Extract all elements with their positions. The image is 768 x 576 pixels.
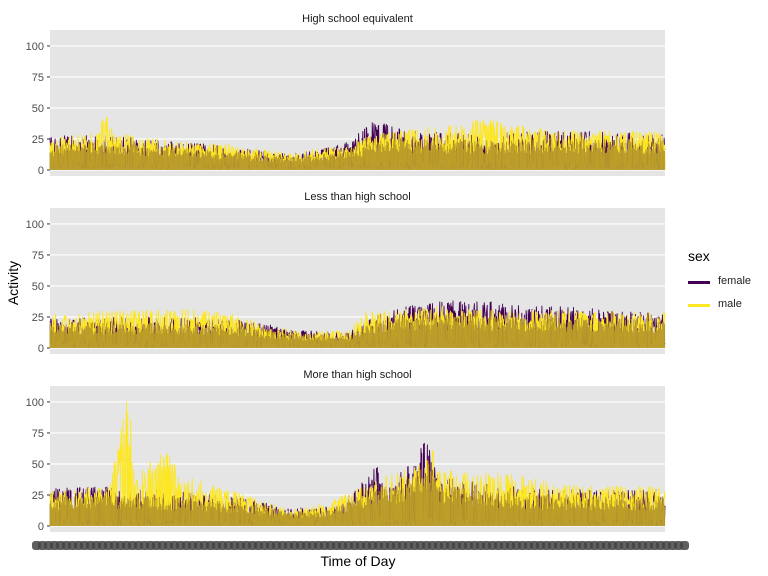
panel-strip-title: Less than high school: [304, 191, 410, 203]
panel-strip-title: High school equivalent: [302, 13, 413, 25]
panel-strip-title: More than high school: [303, 369, 411, 381]
legend-title: sex: [688, 248, 710, 264]
series-overlap-band: [49, 137, 666, 170]
y-tick-label: 75: [32, 428, 44, 440]
y-tick-label: 50: [32, 281, 44, 293]
y-tick-label: 50: [32, 103, 44, 115]
y-tick-label: 25: [32, 490, 44, 502]
facet-panel: More than high school 0 25 50 75 100: [26, 369, 666, 533]
x-tick-labels: [32, 541, 689, 550]
legend-label-female: female: [718, 275, 752, 287]
series-overlap-band: [49, 313, 666, 348]
facet-panel: Less than high school 0 25 50 75 100: [26, 191, 666, 355]
y-tick-label: 25: [32, 312, 44, 324]
y-tick-label: 75: [32, 250, 44, 262]
y-tick-label: 100: [26, 397, 44, 409]
series-overlap-band: [49, 462, 666, 526]
legend-swatch-male: [688, 304, 710, 307]
y-tick-label: 0: [38, 165, 44, 177]
legend-label-male: male: [718, 298, 742, 310]
y-tick-label: 0: [38, 521, 44, 533]
x-tick-label: [680, 541, 689, 550]
legend-swatch-female: [688, 281, 710, 284]
facet-panel: High school equivalent 0 25 50 75 100: [26, 13, 666, 177]
y-tick-label: 50: [32, 459, 44, 471]
y-tick-label: 25: [32, 134, 44, 146]
y-tick-label: 75: [32, 72, 44, 84]
y-axis-title: Activity: [5, 261, 21, 305]
y-tick-label: 0: [38, 343, 44, 355]
x-axis-title: Time of Day: [321, 553, 396, 569]
y-tick-label: 100: [26, 41, 44, 53]
y-tick-label: 100: [26, 219, 44, 231]
